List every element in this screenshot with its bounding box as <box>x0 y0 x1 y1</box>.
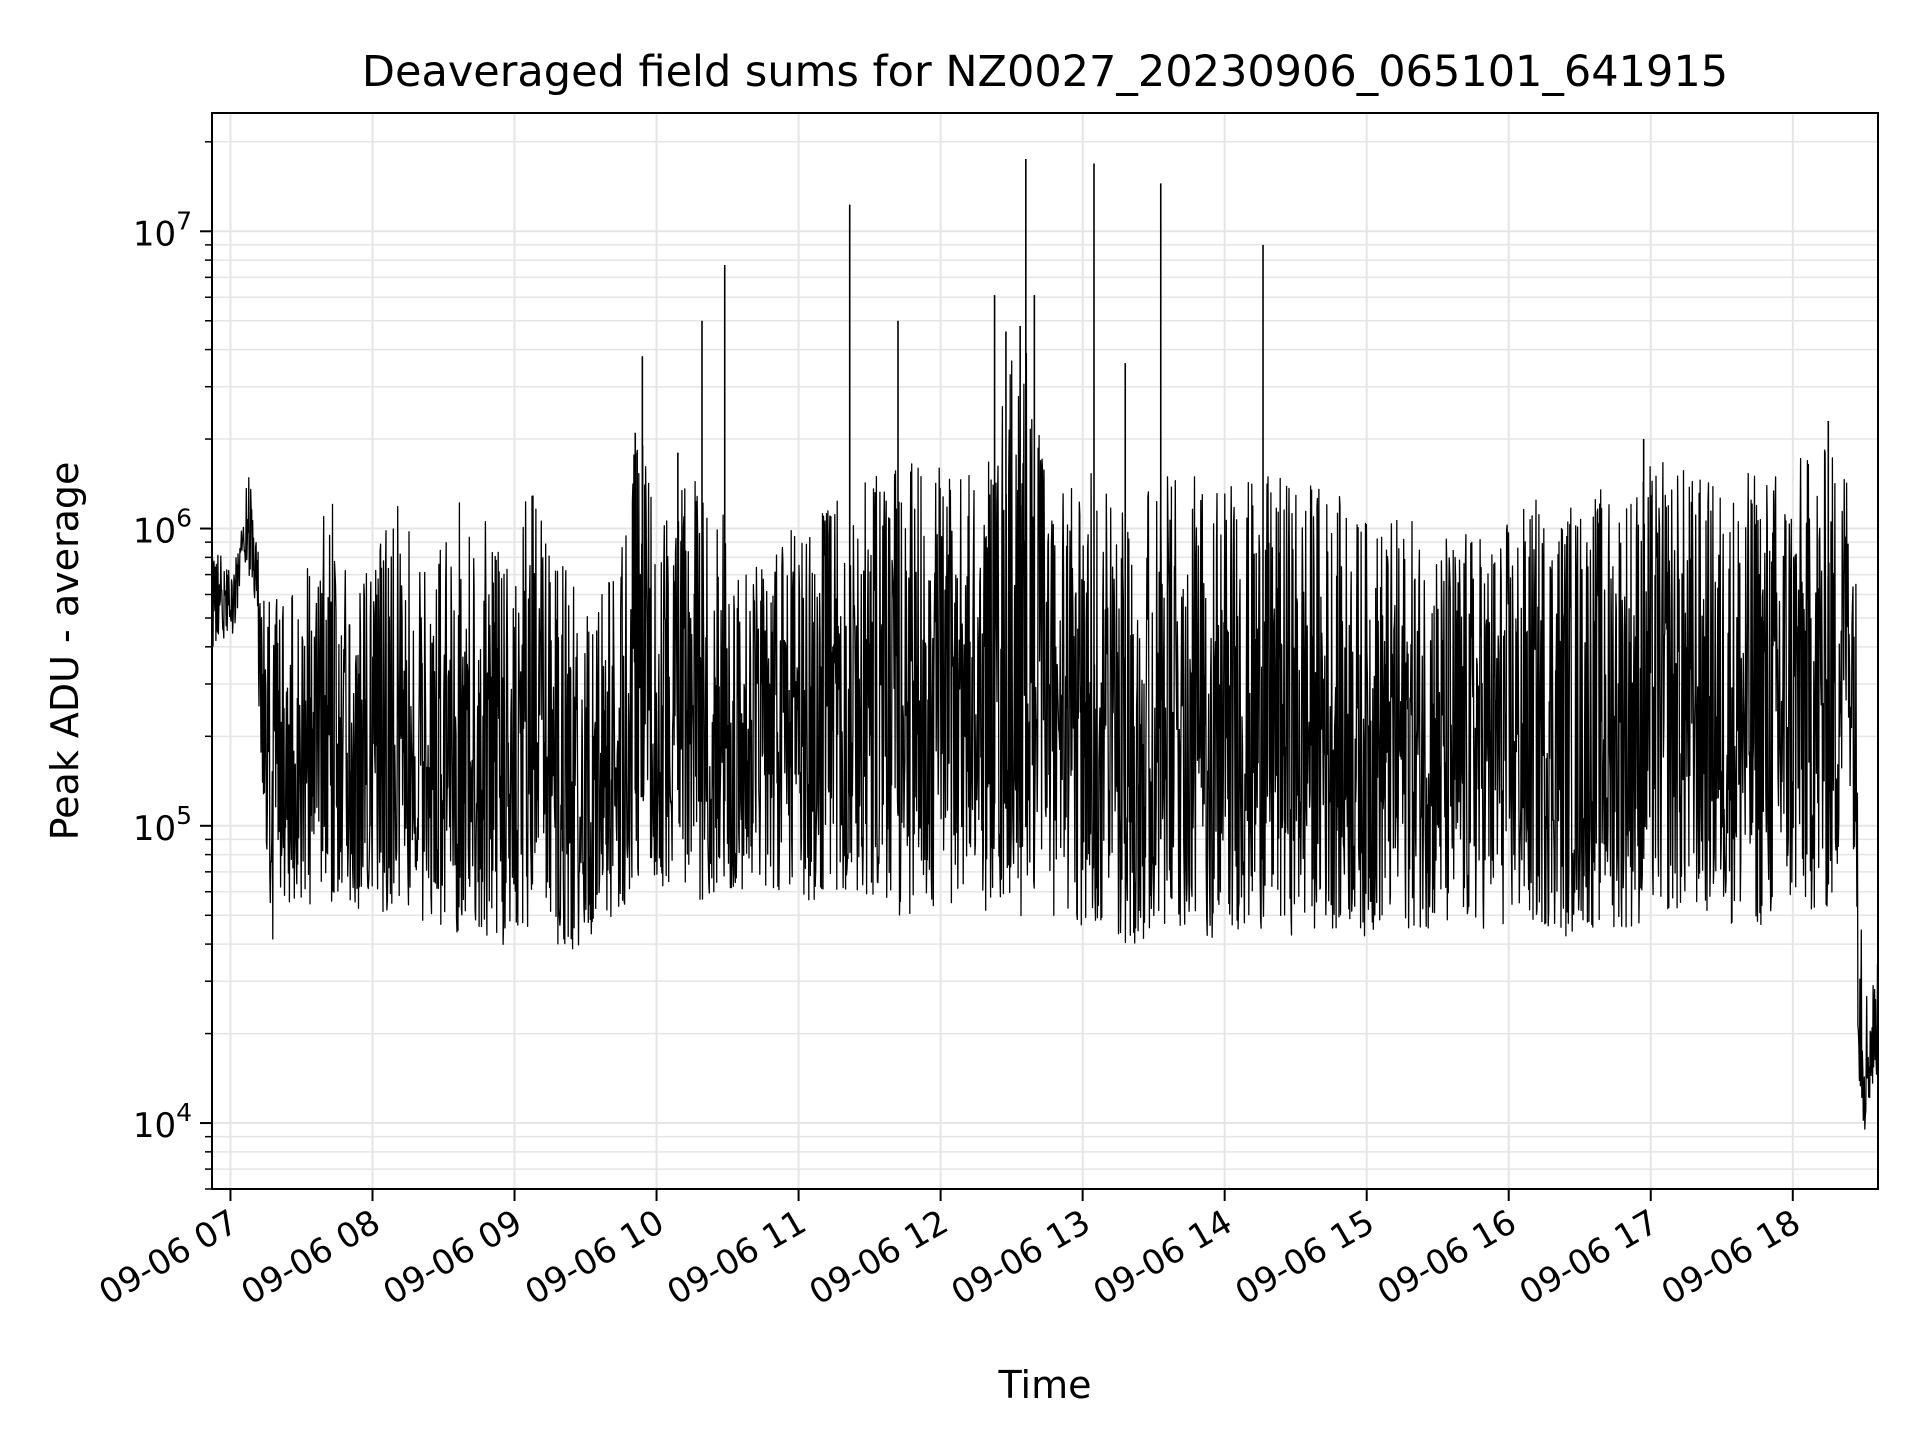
y-axis: 104 105 106 107 <box>133 141 212 1190</box>
series-line <box>211 352 1879 1130</box>
plot-frame <box>211 112 1879 1190</box>
chart-title: Deaveraged field sums for NZ0027_2023090… <box>362 47 1728 97</box>
x-axis-label: Time <box>998 1363 1092 1407</box>
y-axis-label: Peak ADU - average <box>43 462 87 841</box>
y-tick-label: 104 <box>133 1098 192 1146</box>
series <box>211 159 1879 1130</box>
y-tick-label: 106 <box>133 504 192 552</box>
y-tick-label: 107 <box>133 206 192 254</box>
y-tick-label: 105 <box>133 801 192 849</box>
